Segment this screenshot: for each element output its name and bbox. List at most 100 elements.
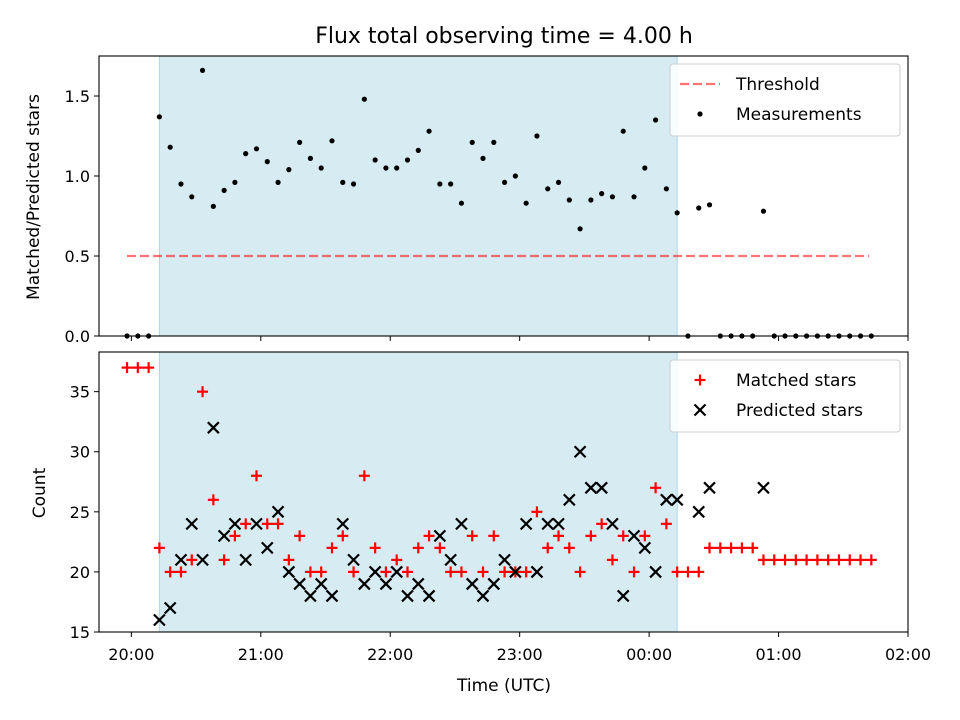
data-point [412,542,424,554]
data-point [221,187,227,193]
legend-item: Threshold [680,75,820,95]
data-point [833,554,845,566]
marker-stroke [368,565,382,579]
data-point [163,601,177,615]
data-point [153,542,165,554]
marker-stroke [455,517,468,531]
marker-stroke [325,589,339,603]
marker-stroke [174,553,188,567]
legend-box [669,63,901,137]
data-point [545,186,551,192]
data-point [391,554,403,566]
data-point [609,194,616,200]
data-point [423,530,435,542]
data-point [694,374,706,386]
data-point [631,194,637,200]
data-point [606,517,619,531]
data-point [207,421,220,434]
marker-stroke [153,613,166,627]
data-point [250,470,262,482]
data-point [304,566,316,578]
data-point [585,530,597,542]
bottom-subplot: 15 20 25 30 35 20:00 21:00 22:00 23:00 00:00 01:00… [70,351,931,664]
legend-item: Matched stars [694,371,856,391]
data-point [132,362,144,374]
y-tick-label: 0.0 [65,327,90,346]
data-point [175,566,187,578]
data-point [458,200,465,206]
y-tick-label: 25 [70,503,90,522]
marker-stroke [563,493,576,507]
data-point [627,529,641,543]
data-point [844,554,856,566]
marker-stroke [444,553,457,567]
data-point [369,542,381,554]
data-point [455,517,468,531]
data-point [445,566,457,578]
data-point [437,181,443,187]
marker-stroke [487,577,501,591]
data-point [469,139,475,145]
legend-label: Measurements [736,105,862,125]
data-point [394,165,400,171]
data-point [779,554,791,566]
marker-stroke [196,553,209,567]
y-tick-label: 1.5 [65,87,90,106]
marker-stroke [595,481,608,495]
data-point [512,173,518,179]
data-point [383,165,389,171]
marker-stroke [390,565,403,579]
data-point [714,542,726,554]
data-point [372,157,378,163]
data-point [337,530,349,542]
data-point [261,518,273,530]
data-point [663,186,669,192]
marker-stroke [260,541,274,555]
marker-stroke [433,529,447,543]
data-point [189,194,195,200]
data-point [822,554,834,566]
data-point [488,530,500,542]
marker-stroke [412,577,425,591]
data-point [326,542,338,554]
data-point [599,191,605,197]
data-point [434,542,446,554]
data-point [466,530,478,542]
data-point [314,577,328,591]
observing-window-shade [159,352,678,632]
data-point [628,566,640,578]
data-point [477,566,489,578]
data-point [566,197,572,203]
axes-frame [98,55,909,337]
data-point [706,202,713,208]
data-point [465,577,479,591]
data-point [390,565,403,579]
marker-stroke [185,517,199,531]
data-point [736,542,748,554]
y-tick-label: 15 [70,623,90,642]
marker-stroke [217,529,231,543]
legend: Threshold Measurements [669,63,901,137]
data-point [174,553,188,567]
data-point [294,530,306,542]
data-point [768,554,780,566]
marker-stroke [304,589,317,603]
data-point [639,530,651,542]
y-tick-label: 0.5 [65,247,90,266]
data-point [487,577,501,591]
marker-stroke [314,577,328,591]
data-point [286,167,292,173]
data-point [358,470,370,482]
data-point [217,529,231,543]
chart-title: Flux total observing time = 4.00 h [315,24,693,49]
data-point [573,445,587,459]
data-point [121,362,133,374]
data-point [530,565,544,579]
data-point [167,144,173,150]
data-point [617,530,629,542]
data-point [347,553,360,567]
marker-stroke [293,577,306,591]
data-point [541,517,555,531]
data-point [606,554,618,566]
